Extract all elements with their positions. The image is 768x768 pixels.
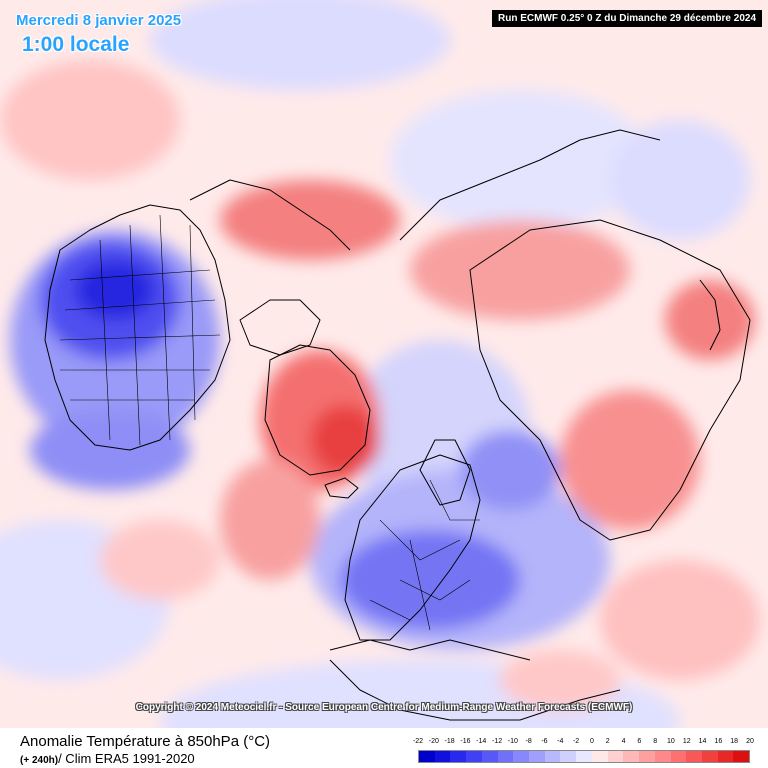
legend-label: -8 [525,738,532,745]
legend-swatch [670,751,687,762]
legend-label: 4 [621,738,626,745]
legend-label: 6 [637,738,642,745]
legend-label: 20 [746,738,754,745]
scandinavia-coast [419,439,471,506]
map-subtitle: (+ 240h)/ Clim ERA5 1991-2020 [20,751,195,766]
legend-swatch [686,751,702,762]
legend-swatch [654,751,671,762]
legend-swatch [481,751,498,762]
cold-anomaly-russia [460,430,560,510]
legend-swatch [607,751,624,762]
legend-label: 10 [667,738,675,745]
legend-label: -18 [444,738,455,745]
climatology-reference: / Clim ERA5 1991-2020 [58,751,195,766]
legend-label: 2 [605,738,610,745]
legend-swatch [717,751,734,762]
map-title: Anomalie Température à 850hPa (°C) [20,733,271,750]
legend-label: -10 [507,738,518,745]
legend-swatch [733,751,750,762]
forecast-time: 1:00 locale [22,33,130,56]
africa-coast [329,659,621,721]
legend-label: -6 [541,738,548,745]
anomaly-map [0,0,768,728]
legend-label: 16 [714,738,723,745]
legend-swatch [639,751,655,762]
coastlines [44,129,751,721]
warm-anomaly-siberia [410,220,630,320]
cold-anomaly-north-pacific [150,0,450,90]
legend-label: 0 [589,738,594,745]
legend-label: -12 [491,738,503,745]
color-scale-legend [418,750,750,763]
alaska-coast [189,179,351,251]
map-footer: Anomalie Température à 850hPa (°C) (+ 24… [0,728,768,768]
warm-anomaly-pacific [0,60,180,180]
legend-label: 12 [682,738,691,745]
forecast-lead-time: (+ 240h) [20,755,59,766]
legend-label: 8 [653,738,658,745]
legend-swatch [450,751,467,762]
legend-swatch [544,751,561,762]
legend-label: 14 [698,738,707,745]
legend-swatch [560,751,577,762]
japan-coast [699,279,721,351]
legend-label: -4 [557,738,564,745]
cold-anomaly-arctic [390,90,650,230]
siberia-coast [399,129,661,241]
warm-anomaly-southeast [600,560,760,680]
anomaly-field [0,0,760,728]
cold-anomaly-east-asia [610,120,750,240]
cold-anomaly-north-america-south [30,410,190,490]
warm-anomaly-atlantic [220,460,320,580]
legend-swatch [434,751,451,762]
warm-anomaly-alaska [220,180,400,260]
legend-swatch [513,751,530,762]
legend-label: 18 [730,738,739,745]
legend-swatch [701,751,718,762]
legend-label: -14 [476,738,487,745]
legend-swatch [529,751,545,762]
greenland-coast [264,344,371,476]
model-run-label: Run ECMWF 0.25° 0 Z du Dimanche 29 décem… [492,10,762,27]
warm-anomaly-east-asia [665,280,755,360]
asia-coast [469,219,751,541]
legend-label: -22 [412,738,424,745]
copyright-notice: Copyright © 2024 Meteociel.fr - Source E… [135,702,633,713]
warm-anomaly-southwest [100,520,220,600]
legend-swatch [466,751,482,762]
legend-label: -16 [460,738,471,745]
us-state-grid [59,214,221,446]
legend-swatch [419,751,435,762]
legend-swatch [591,751,608,762]
legend-label: -2 [572,738,580,745]
iceland-coast [324,477,359,499]
legend-swatch [497,751,514,762]
cold-anomaly-europe-core [340,530,520,630]
legend-swatch [623,751,640,762]
europe-borders [369,479,480,631]
cold-anomaly-north-america-max [75,260,155,320]
canadian-archipelago [239,299,321,356]
mediterranean-coast [329,639,531,661]
forecast-date: Mercredi 8 janvier 2025 [16,12,182,29]
legend-labels: -22 -20 -18 -16 -14 -12 -10 -8 -6 -4 -2 0 2 4 6 8 10 12 14… [413,738,754,748]
warm-anomaly-central-asia [560,390,700,530]
europe-coast [344,454,481,641]
north-america-coast [44,204,231,451]
legend-swatch [576,751,592,762]
legend-label: -20 [428,738,439,745]
warm-anomaly-middle-east [500,650,620,710]
warm-anomaly-greenland-core [310,405,380,475]
